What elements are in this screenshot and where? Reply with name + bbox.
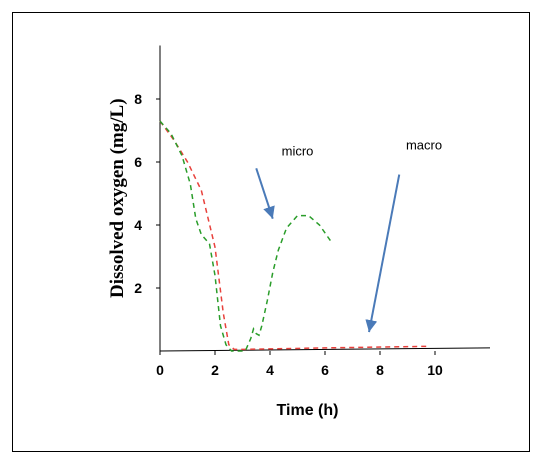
y-tick-label: 4 [134,217,142,233]
annotation-label-macro: macro [406,137,442,152]
x-tick-label: 8 [376,362,384,378]
x-tick-label: 10 [427,362,443,378]
y-tick-label: 2 [134,280,142,296]
x-tick-label: 0 [156,362,164,378]
series-line-1 [159,120,430,351]
chart-frame: 0 2 4 6 8 10 2 4 6 8 Time (h) Dissolved oxygen (mg/… [12,12,530,452]
annotation-label-micro: micro [282,144,314,159]
line-chart: 0 2 4 6 8 10 2 4 6 8 Time (h) Dissolved oxygen (mg/… [107,45,491,419]
annotation-arrow-macro [365,174,401,333]
y-tick-label: 6 [134,154,142,170]
y-axis-label: Dissolved oxygen (mg/L) [107,98,128,298]
x-tick-label: 4 [266,362,274,378]
y-tick-label: 8 [134,91,142,107]
annotation-arrow-micro [255,167,275,220]
x-tick-label: 2 [211,362,219,378]
x-axis-line [159,347,491,352]
x-tick-label: 6 [321,362,329,378]
series-line-2 [159,120,332,352]
x-axis-label: Time (h) [277,402,339,419]
